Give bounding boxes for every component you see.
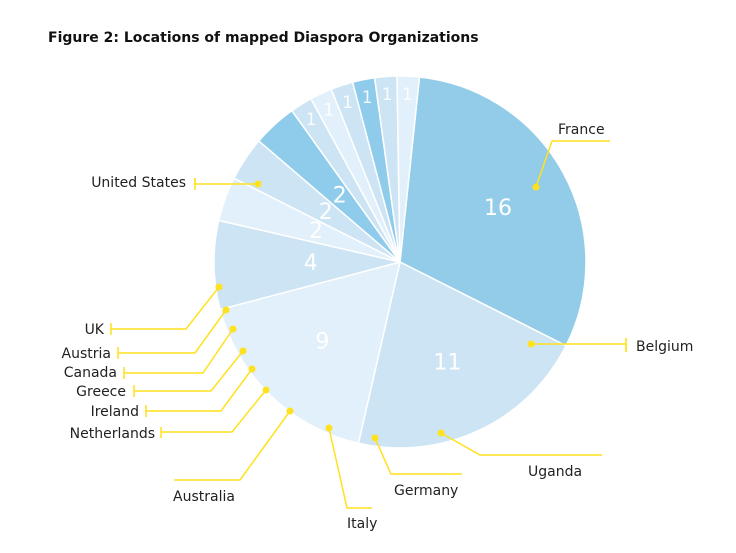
pie-slice-united-states — [399, 76, 587, 347]
category-label-belgium: Belgium — [636, 339, 693, 355]
category-label-germany: Germany — [394, 483, 458, 499]
leader-line — [374, 437, 462, 475]
leader-line — [174, 410, 291, 481]
pie-slice-uk — [396, 75, 421, 263]
leader-line — [111, 286, 220, 330]
slice-value-label: 9 — [315, 330, 329, 355]
slice-value-label: 1 — [342, 93, 353, 113]
category-label-france: France — [558, 122, 605, 138]
slice-value-label: 1 — [402, 85, 413, 105]
category-label-uk: UK — [85, 322, 105, 338]
leader-line — [535, 140, 610, 188]
slice-value-label: 11 — [433, 351, 461, 376]
slice-value-label: 2 — [319, 200, 333, 225]
category-label-ireland: Ireland — [91, 404, 139, 420]
leader-dot — [229, 325, 237, 333]
category-label-australia: Australia — [173, 489, 235, 505]
leader-dot — [371, 434, 379, 442]
slice-value-label: 1 — [362, 88, 373, 108]
pie-slice-belgium — [219, 260, 402, 445]
leader-dot — [286, 407, 294, 415]
leader-dot — [222, 306, 230, 314]
leader-line — [146, 368, 253, 412]
category-label-greece: Greece — [76, 384, 126, 400]
leader-dot — [248, 365, 256, 373]
leader-dot — [532, 183, 540, 191]
slice-value-label: 1 — [382, 85, 393, 105]
leader-line — [118, 309, 227, 354]
slice-value-label: 1 — [306, 110, 317, 130]
slice-value-label: 4 — [304, 251, 318, 276]
category-label-uganda: Uganda — [528, 464, 582, 480]
slice-value-label: 2 — [333, 184, 347, 209]
leader-dot — [215, 283, 223, 291]
category-label-united-states: United States — [91, 175, 186, 191]
leader-dot — [254, 180, 262, 188]
leader-line — [124, 328, 234, 374]
leader-dot — [239, 347, 247, 355]
leader-dot — [437, 429, 445, 437]
category-label-netherlands: Netherlands — [70, 426, 155, 442]
category-label-canada: Canada — [64, 365, 117, 381]
leader-line — [328, 427, 372, 509]
pie-slice-france — [357, 260, 568, 449]
slice-value-label: 2 — [309, 219, 323, 244]
leader-line — [161, 389, 267, 433]
slice-value-label: 16 — [484, 196, 512, 221]
leader-dot — [527, 340, 535, 348]
leader-line — [134, 350, 244, 392]
category-label-italy: Italy — [347, 516, 377, 532]
chart-title: Figure 2: Locations of mapped Diaspora O… — [48, 30, 479, 46]
leader-dot — [325, 424, 333, 432]
leader-dot — [262, 386, 270, 394]
slice-value-label: 1 — [323, 101, 334, 121]
category-label-austria: Austria — [62, 346, 111, 362]
leader-line — [440, 432, 602, 456]
